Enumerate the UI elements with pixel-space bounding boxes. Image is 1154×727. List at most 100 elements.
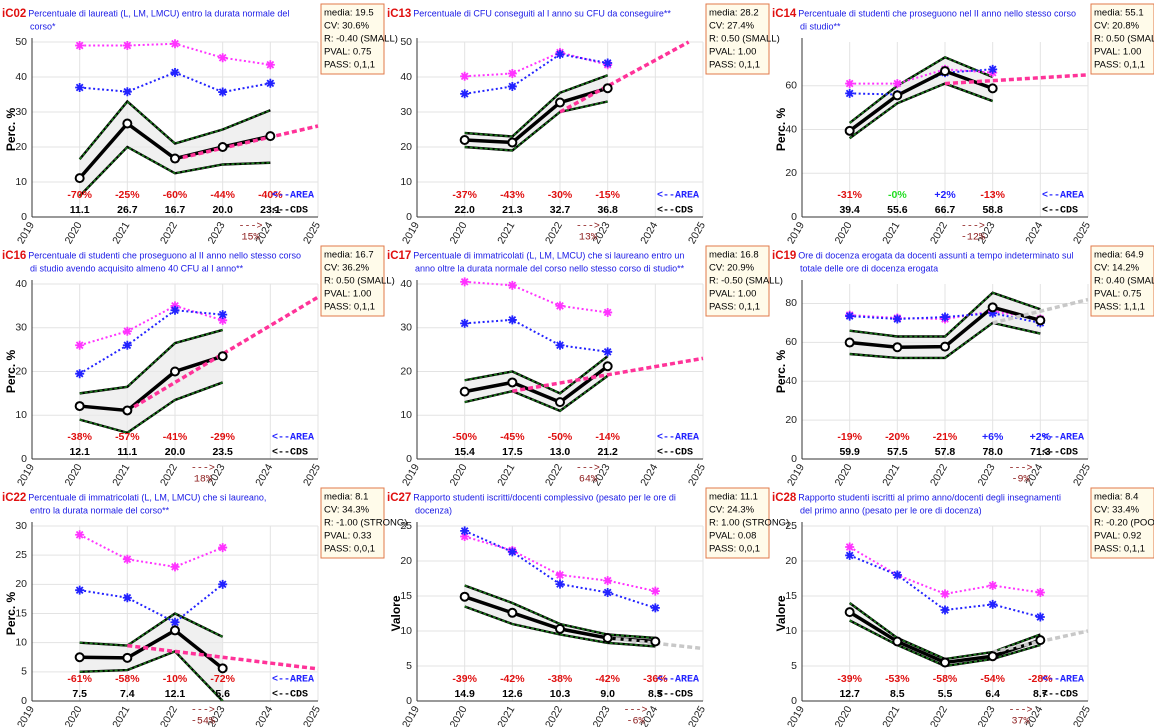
series-line xyxy=(848,69,994,133)
area-label: -36% xyxy=(643,673,668,685)
point xyxy=(460,89,470,99)
y-tick-label: 20 xyxy=(400,365,412,377)
x-tick-label: 2022 xyxy=(543,220,565,246)
stats-line: R: 0.50 (SMALL) xyxy=(324,276,395,287)
cds-label: 10.3 xyxy=(550,688,571,700)
point xyxy=(217,663,228,674)
area-label: -60% xyxy=(163,189,188,201)
point xyxy=(75,585,85,595)
point xyxy=(844,607,855,618)
annotation-arrow: ---> xyxy=(961,222,985,233)
point xyxy=(892,79,902,89)
point xyxy=(122,593,132,603)
point xyxy=(170,625,180,636)
stats-line: PASS: 0,1,1 xyxy=(324,302,375,313)
series-line xyxy=(79,583,224,624)
point xyxy=(170,305,180,315)
area-label: -45% xyxy=(500,431,525,443)
x-tick-label: 2022 xyxy=(928,704,950,727)
point xyxy=(507,81,517,91)
cds-label: 55.6 xyxy=(887,204,908,216)
point xyxy=(170,153,180,164)
area-label: +2% xyxy=(1030,431,1052,443)
point xyxy=(217,351,228,362)
trend-line xyxy=(559,40,690,114)
point xyxy=(987,651,998,662)
point xyxy=(845,311,855,321)
stats-line: PASS: 0,0,1 xyxy=(709,544,760,555)
annotation-label: -54% xyxy=(191,717,215,727)
y-tick-label: 20 xyxy=(785,167,797,179)
y-tick-label: 0 xyxy=(791,695,797,707)
y-tick-label: 15 xyxy=(15,607,27,619)
stats-line: CV: 14.2% xyxy=(1094,263,1140,274)
cds-tag: <--CDS xyxy=(272,206,308,217)
point xyxy=(74,652,85,663)
stats-frame xyxy=(1090,245,1154,317)
chart-code: iC27 xyxy=(387,492,411,504)
area-label: -19% xyxy=(837,431,862,443)
cds-label: 7.5 xyxy=(72,688,87,700)
point xyxy=(1035,635,1046,646)
area-label: -10% xyxy=(163,673,188,685)
stats-line: PASS: 0,1,1 xyxy=(1094,544,1145,555)
point xyxy=(122,340,132,350)
stats-line: CV: 33.4% xyxy=(1094,505,1140,516)
y-tick-label: 20 xyxy=(15,141,27,153)
point xyxy=(122,41,132,50)
stats-frame xyxy=(1090,487,1154,559)
plot xyxy=(79,295,319,435)
y-tick-label: 0 xyxy=(406,211,412,223)
area-label: -30% xyxy=(548,189,573,201)
x-tick-label: 2022 xyxy=(928,220,950,246)
y-axis-label: Perc. % xyxy=(774,349,788,393)
stats-box: media: 19.5 CV: 30.6% R: -0.40 (SMALL) PVAL… xyxy=(320,3,398,75)
stats-line: CV: 30.6% xyxy=(324,21,370,32)
y-tick-label: 30 xyxy=(15,106,27,118)
x-tick-label: 2021 xyxy=(495,462,517,488)
x-tick-label: 2022 xyxy=(158,220,180,246)
stats-line: media: 8.4 xyxy=(1094,492,1138,503)
cds-label: 66.7 xyxy=(935,204,956,216)
point xyxy=(218,87,228,97)
point xyxy=(603,588,613,597)
point xyxy=(650,586,660,596)
point xyxy=(1035,315,1046,326)
plot xyxy=(848,546,1089,668)
area-label: -58% xyxy=(115,673,140,685)
chart-code: iC16 xyxy=(2,250,26,262)
point xyxy=(555,623,565,634)
x-tick-label: 2025 xyxy=(301,704,323,727)
y-tick-label: 10 xyxy=(15,636,27,648)
band-upper-dash xyxy=(849,56,993,124)
y-tick-label: 40 xyxy=(15,278,27,290)
cds-label: 57.8 xyxy=(935,446,956,458)
trend-line xyxy=(992,297,1089,325)
point xyxy=(218,543,228,553)
point xyxy=(170,39,180,49)
y-tick-label: 25 xyxy=(400,520,412,532)
point xyxy=(845,79,855,89)
point xyxy=(218,315,228,325)
area-label: -39% xyxy=(452,673,477,685)
series-line xyxy=(464,364,609,405)
stats-line: media: 55.1 xyxy=(1094,8,1144,19)
x-tick-label: 2021 xyxy=(110,462,132,488)
x-tick-label: 2019 xyxy=(785,220,807,246)
cds-label: 32.7 xyxy=(550,204,571,216)
stats-line: R: 0.50 (SMALL) xyxy=(709,34,780,45)
y-tick-label: 30 xyxy=(15,520,27,532)
area-label: -53% xyxy=(885,673,910,685)
x-tick-label: 2022 xyxy=(158,462,180,488)
x-tick-label: 2021 xyxy=(880,704,902,727)
point xyxy=(650,603,660,613)
cds-label: 16.7 xyxy=(165,204,186,216)
chart-title: del primo anno (pesato per le ore di doc… xyxy=(800,505,982,515)
y-tick-label: 60 xyxy=(785,336,797,348)
band-lower xyxy=(464,605,656,648)
annotation-arrow: ---> xyxy=(1008,706,1032,717)
x-tick-label: 2022 xyxy=(543,704,565,727)
point xyxy=(892,636,903,647)
